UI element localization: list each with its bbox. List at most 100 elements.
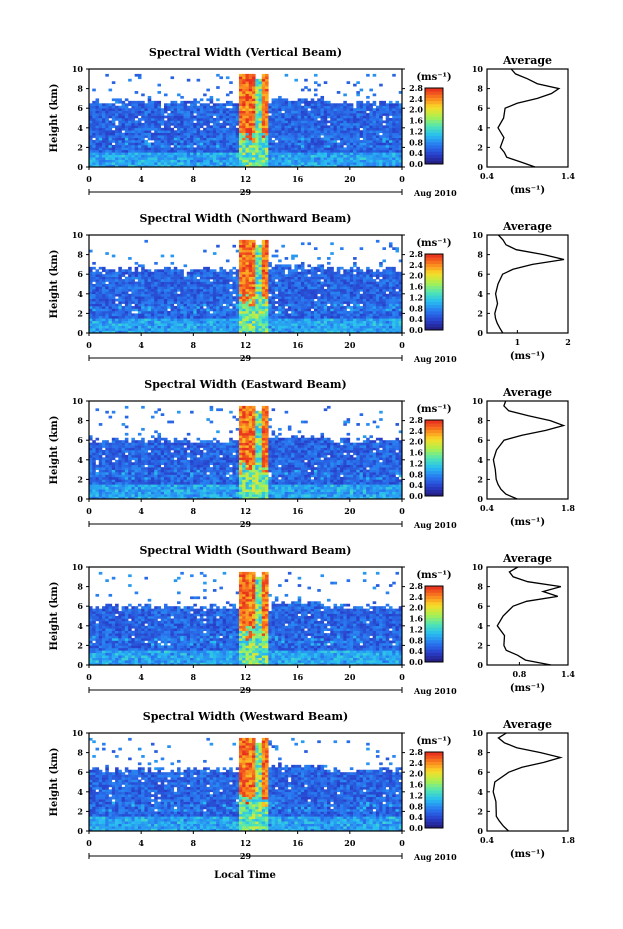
heatmap-cell bbox=[199, 310, 204, 314]
heatmap-cell bbox=[245, 318, 250, 322]
heatmap-cell bbox=[111, 132, 116, 136]
heatmap-cell bbox=[111, 301, 116, 304]
heatmap-cell bbox=[209, 293, 214, 297]
heatmap-cell bbox=[154, 154, 158, 158]
heatmap-cell bbox=[369, 147, 373, 151]
heatmap-cell bbox=[160, 320, 165, 324]
heatmap-cell bbox=[255, 135, 259, 138]
heatmap-cell bbox=[317, 130, 321, 133]
heatmap-cell bbox=[398, 159, 403, 163]
heatmap-cell bbox=[141, 147, 145, 151]
heatmap-cell bbox=[395, 135, 400, 138]
heatmap-cell bbox=[186, 315, 191, 319]
heatmap-cell bbox=[274, 313, 279, 317]
heatmap-cell bbox=[209, 162, 214, 165]
heatmap-cell bbox=[346, 154, 351, 158]
heatmap-cell bbox=[307, 162, 312, 165]
heatmap-cell bbox=[203, 323, 207, 326]
heatmap-cell bbox=[304, 279, 308, 282]
heatmap-cell bbox=[356, 127, 360, 131]
heatmap-cell bbox=[320, 330, 325, 334]
heatmap-cell bbox=[134, 323, 139, 326]
heatmap-cell bbox=[388, 130, 393, 133]
heatmap-cell bbox=[242, 325, 246, 329]
heatmap-cell bbox=[92, 320, 96, 324]
heatmap-cell bbox=[281, 113, 285, 116]
heatmap-cell bbox=[307, 113, 312, 116]
heatmap-cell bbox=[353, 132, 357, 136]
heatmap-cell bbox=[382, 103, 386, 107]
heatmap-cell bbox=[128, 288, 132, 292]
heatmap-cell bbox=[242, 127, 246, 131]
heatmap-cell bbox=[118, 320, 122, 324]
heatmap-cell bbox=[320, 313, 325, 317]
heatmap-cell bbox=[333, 281, 338, 285]
heatmap-cell bbox=[186, 120, 191, 124]
heatmap-cell bbox=[141, 266, 145, 270]
heatmap-cell bbox=[183, 159, 188, 163]
heatmap-cell bbox=[144, 293, 148, 297]
heatmap-cell bbox=[255, 318, 259, 322]
heatmap-cell bbox=[245, 308, 250, 312]
heatmap-cell bbox=[287, 127, 292, 131]
heatmap-cell bbox=[108, 105, 113, 109]
heatmap-cell bbox=[89, 108, 93, 111]
heatmap-cell bbox=[284, 122, 289, 126]
heatmap-cell bbox=[121, 286, 126, 290]
heatmap-cell bbox=[144, 279, 148, 282]
heatmap-cell bbox=[121, 330, 126, 334]
heatmap-cell bbox=[304, 313, 308, 317]
heatmap-cell bbox=[291, 274, 295, 277]
avg-y-tick-label: 4 bbox=[477, 123, 483, 133]
heatmap-cell bbox=[346, 286, 351, 290]
heatmap-cell bbox=[141, 132, 145, 136]
heatmap-cell bbox=[92, 310, 96, 314]
heatmap-cell bbox=[160, 269, 165, 273]
heatmap-cell bbox=[167, 125, 171, 129]
heatmap-cell bbox=[131, 137, 135, 141]
heatmap-cell bbox=[232, 315, 237, 319]
heatmap-cell bbox=[229, 157, 233, 160]
heatmap-cell bbox=[362, 118, 367, 121]
heatmap-cell bbox=[255, 281, 259, 285]
heatmap-cell bbox=[313, 303, 318, 307]
heatmap-cell bbox=[388, 118, 393, 121]
heatmap-cell bbox=[157, 276, 162, 280]
heatmap-cell bbox=[232, 115, 237, 119]
heatmap-cell bbox=[268, 271, 272, 275]
heatmap-cell bbox=[320, 137, 325, 141]
heatmap-cell bbox=[141, 269, 145, 273]
heatmap-cell bbox=[274, 296, 279, 299]
heatmap-cell bbox=[291, 308, 295, 312]
heatmap-cell bbox=[349, 288, 354, 292]
heatmap-cell bbox=[343, 105, 347, 109]
heatmap-cell bbox=[265, 78, 269, 82]
heatmap-cell bbox=[258, 249, 263, 253]
heatmap-cell bbox=[199, 137, 204, 141]
heatmap-cell bbox=[323, 144, 328, 148]
heatmap-cell bbox=[177, 149, 181, 153]
heatmap-cell bbox=[291, 157, 295, 160]
heatmap-cell bbox=[252, 86, 256, 89]
heatmap-cell bbox=[297, 125, 302, 129]
heatmap-cell bbox=[150, 127, 155, 131]
heatmap-cell bbox=[137, 132, 142, 136]
heatmap-cell bbox=[206, 159, 210, 163]
heatmap-cell bbox=[300, 330, 305, 334]
heatmap-cell bbox=[333, 132, 338, 136]
heatmap-cell bbox=[203, 159, 207, 163]
heatmap-cell bbox=[102, 325, 106, 329]
heatmap-cell bbox=[199, 279, 204, 282]
heatmap-cell bbox=[225, 315, 230, 319]
heatmap-cell bbox=[206, 323, 210, 326]
heatmap-cell bbox=[147, 113, 152, 116]
heatmap-cell bbox=[287, 306, 292, 309]
heatmap-cell bbox=[105, 118, 109, 121]
heatmap-cell bbox=[108, 135, 113, 138]
heatmap-cell bbox=[160, 144, 165, 148]
heatmap-cell bbox=[271, 144, 276, 148]
heatmap-cell bbox=[395, 100, 400, 104]
heatmap-cell bbox=[212, 308, 217, 312]
heatmap-cell bbox=[229, 291, 233, 295]
heatmap-cell bbox=[128, 276, 132, 280]
